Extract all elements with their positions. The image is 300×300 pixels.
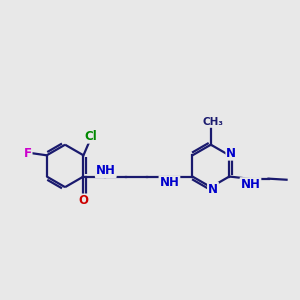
Text: N: N xyxy=(208,183,218,196)
Text: CH₃: CH₃ xyxy=(202,117,223,127)
Text: NH: NH xyxy=(241,178,260,191)
Text: F: F xyxy=(24,147,32,160)
Text: O: O xyxy=(79,194,88,208)
Text: NH: NH xyxy=(160,176,179,189)
Text: N: N xyxy=(226,147,236,160)
Text: Cl: Cl xyxy=(85,130,97,143)
Text: NH: NH xyxy=(96,164,116,177)
